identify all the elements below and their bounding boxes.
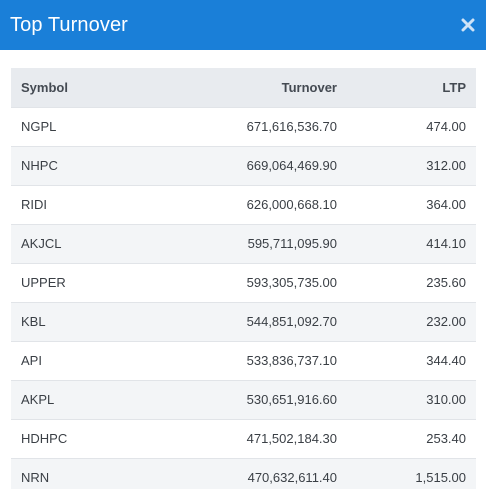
table-row[interactable]: NGPL 671,616,536.70 474.00 — [11, 107, 476, 146]
table-row[interactable]: API 533,836,737.10 344.40 — [11, 341, 476, 380]
cell-ltp: 232.00 — [426, 314, 466, 329]
table-row[interactable]: NRN 470,632,611.40 1,515.00 — [11, 458, 476, 489]
table-row[interactable]: NHPC 669,064,469.90 312.00 — [11, 146, 476, 185]
table-row[interactable]: RIDI 626,000,668.10 364.00 — [11, 185, 476, 224]
cell-ltp: 474.00 — [426, 119, 466, 134]
cell-turnover: 671,616,536.70 — [246, 119, 337, 134]
cell-symbol[interactable]: API — [21, 353, 42, 368]
cell-symbol[interactable]: RIDI — [21, 197, 47, 212]
cell-symbol[interactable]: AKPL — [21, 392, 55, 407]
cell-turnover: 530,651,916.60 — [246, 392, 337, 407]
table-row[interactable]: AKPL 530,651,916.60 310.00 — [11, 380, 476, 419]
column-header-turnover[interactable]: Turnover — [281, 79, 337, 95]
cell-ltp: 414.10 — [426, 236, 466, 251]
cell-turnover: 593,305,735.00 — [246, 275, 337, 290]
close-button[interactable] — [459, 16, 477, 34]
cell-turnover: 533,836,737.10 — [246, 353, 337, 368]
cell-turnover: 544,851,092.70 — [246, 314, 337, 329]
cell-turnover: 626,000,668.10 — [246, 197, 337, 212]
cell-ltp: 364.00 — [426, 197, 466, 212]
cell-turnover: 470,632,611.40 — [247, 470, 337, 486]
cell-ltp: 344.40 — [426, 353, 466, 368]
cell-symbol[interactable]: HDHPC — [21, 431, 68, 446]
cell-symbol[interactable]: NGPL — [21, 119, 57, 134]
cell-symbol[interactable]: NRN — [21, 470, 50, 486]
cell-ltp: 312.00 — [426, 158, 466, 173]
table-body: NGPL 671,616,536.70 474.00 NHPC 669,064,469.… — [11, 107, 476, 489]
cell-symbol[interactable]: UPPER — [21, 275, 66, 290]
table-row[interactable]: HDHPC 471,502,184.30 253.40 — [11, 419, 476, 458]
modal-header: Top Turnover — [0, 0, 486, 50]
cell-ltp: 235.60 — [426, 275, 466, 290]
table-row[interactable]: AKJCL 595,711,095.90 414.10 — [11, 224, 476, 263]
column-header-ltp[interactable]: LTP — [442, 79, 466, 95]
cell-ltp: 310.00 — [426, 392, 466, 407]
cell-ltp: 1,515.00 — [415, 470, 466, 486]
column-header-symbol[interactable]: Symbol — [21, 79, 68, 95]
table-row[interactable]: UPPER 593,305,735.00 235.60 — [11, 263, 476, 302]
cell-symbol[interactable]: NHPC — [21, 158, 58, 173]
cell-turnover: 595,711,095.90 — [247, 236, 337, 251]
turnover-table-container: Symbol Turnover LTP NGPL 671,616,536.70 47… — [11, 68, 476, 489]
cell-symbol[interactable]: KBL — [21, 314, 46, 329]
turnover-table: Symbol Turnover LTP NGPL 671,616,536.70 47… — [11, 68, 476, 489]
cell-turnover: 669,064,469.90 — [246, 158, 337, 173]
modal-title: Top Turnover — [10, 13, 128, 36]
cell-ltp: 253.40 — [426, 431, 466, 446]
table-header-row: Symbol Turnover LTP — [11, 68, 476, 107]
cell-symbol[interactable]: AKJCL — [21, 236, 62, 251]
cell-turnover: 471,502,184.30 — [246, 431, 337, 446]
close-icon[interactable] — [461, 18, 475, 32]
table-row[interactable]: KBL 544,851,092.70 232.00 — [11, 302, 476, 341]
